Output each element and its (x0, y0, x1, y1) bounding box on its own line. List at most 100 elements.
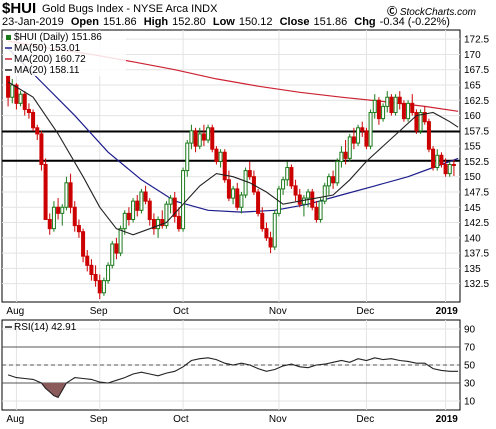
y-tick-label: 172.5 (464, 35, 489, 46)
y-tick-label: 70 (464, 343, 476, 354)
candle-up (368, 112, 373, 147)
close-label: Close (279, 16, 310, 28)
candle-up (347, 136, 352, 159)
rsi-line (7, 357, 459, 399)
rsi-legend: RSI(14) 42.91 (5, 322, 77, 333)
candle-up (243, 170, 248, 196)
candle-down (72, 206, 77, 227)
low-value: 150.12 (238, 16, 273, 28)
candle-down (14, 84, 19, 104)
x-tick-label: Aug (6, 306, 24, 317)
candle-down (147, 200, 152, 220)
candle-up (164, 203, 169, 227)
candle-down (201, 133, 206, 141)
candle-up (51, 206, 56, 230)
candle-down (22, 93, 27, 110)
candle-down (422, 112, 427, 123)
candle-down (193, 130, 198, 147)
y-tick-label: 145 (464, 203, 481, 214)
candle-up (447, 163, 452, 175)
candle-up (231, 188, 236, 199)
candle-down (426, 121, 431, 150)
candle-down (214, 148, 219, 162)
candle-up (168, 197, 173, 205)
chart-header: $HUI Gold Bugs Index - NYSE Arca INDX Ⓒ … (0, 0, 496, 30)
candle-up (139, 191, 144, 211)
candle-down (293, 185, 298, 196)
candle-up (339, 151, 344, 162)
y-tick-label: 150 (464, 172, 481, 183)
legend-label: MA(200) 160.72 (14, 54, 86, 65)
candle-down (351, 136, 356, 144)
y-tick-label: 167.5 (464, 65, 489, 76)
quote-date: 23-Jan-2019 (2, 16, 64, 28)
candle-up (272, 212, 277, 248)
candle-down (47, 218, 52, 230)
y-tick-label: 155 (464, 142, 481, 153)
candle-down (360, 127, 365, 132)
open-value: 151.86 (102, 16, 137, 28)
candle-down (135, 200, 140, 211)
candle-down (314, 206, 319, 220)
candle-down (210, 127, 215, 150)
x-tick-label: Oct (173, 414, 189, 425)
brand-logo: Ⓒ StockCharts.com (387, 7, 476, 18)
candle-up (385, 96, 390, 107)
y-tick-label: 162.5 (464, 96, 489, 107)
candle-up (381, 105, 386, 120)
x-tick-label: Aug (6, 414, 24, 425)
candle-down (151, 218, 156, 230)
y-tick-label: 30 (464, 379, 476, 390)
y-tick-label: 152.5 (464, 157, 489, 168)
x-tick-label: Sep (90, 306, 108, 317)
candle-down (343, 151, 348, 159)
candle-up (281, 179, 286, 190)
high-value: 152.80 (172, 16, 206, 28)
candle-up (218, 151, 223, 162)
candle-down (85, 255, 90, 266)
candle-down (222, 151, 227, 181)
candle-down (43, 163, 48, 220)
candle-down (176, 215, 181, 230)
candle-down (297, 194, 302, 205)
candle-up (10, 84, 15, 98)
candle-down (31, 112, 36, 129)
candle-down (389, 96, 394, 114)
y-tick-label: 160 (464, 111, 481, 122)
x-tick-label: Dec (356, 306, 374, 317)
candle-up (189, 130, 194, 144)
candle-up (131, 200, 136, 220)
candle-down (81, 231, 86, 257)
candle-down (97, 280, 102, 294)
candle-down (26, 108, 31, 114)
candle-down (247, 170, 252, 178)
price-panel: 132.5 135 137.5 140 142.5 145 147.5 150 152.5 155… (1, 29, 489, 317)
candle-down (310, 191, 315, 208)
x-tick-label: Nov (269, 414, 287, 425)
candle-down (376, 99, 381, 120)
candle-down (226, 179, 231, 199)
candle-down (114, 243, 119, 254)
candle-up (156, 218, 161, 230)
candle-down (431, 148, 436, 169)
candle-up (118, 228, 123, 254)
candle-down (439, 154, 444, 165)
candle-up (239, 194, 244, 208)
open-label: Open (70, 16, 99, 28)
x-tick-label: Sep (90, 414, 108, 425)
chart-symbol: $HUI (2, 0, 37, 17)
candle-down (451, 163, 456, 166)
candle-up (181, 170, 186, 230)
y-tick-label: 165 (464, 81, 481, 92)
candle-up (64, 182, 69, 208)
candle-up (301, 197, 306, 205)
candle-down (289, 167, 294, 187)
candle-up (60, 206, 65, 214)
candle-up (335, 160, 340, 184)
y-tick-label: 132.5 (464, 279, 489, 290)
candle-down (126, 212, 131, 220)
candle-up (185, 142, 190, 172)
candle-up (326, 176, 331, 187)
close-value: 151.86 (313, 16, 348, 28)
